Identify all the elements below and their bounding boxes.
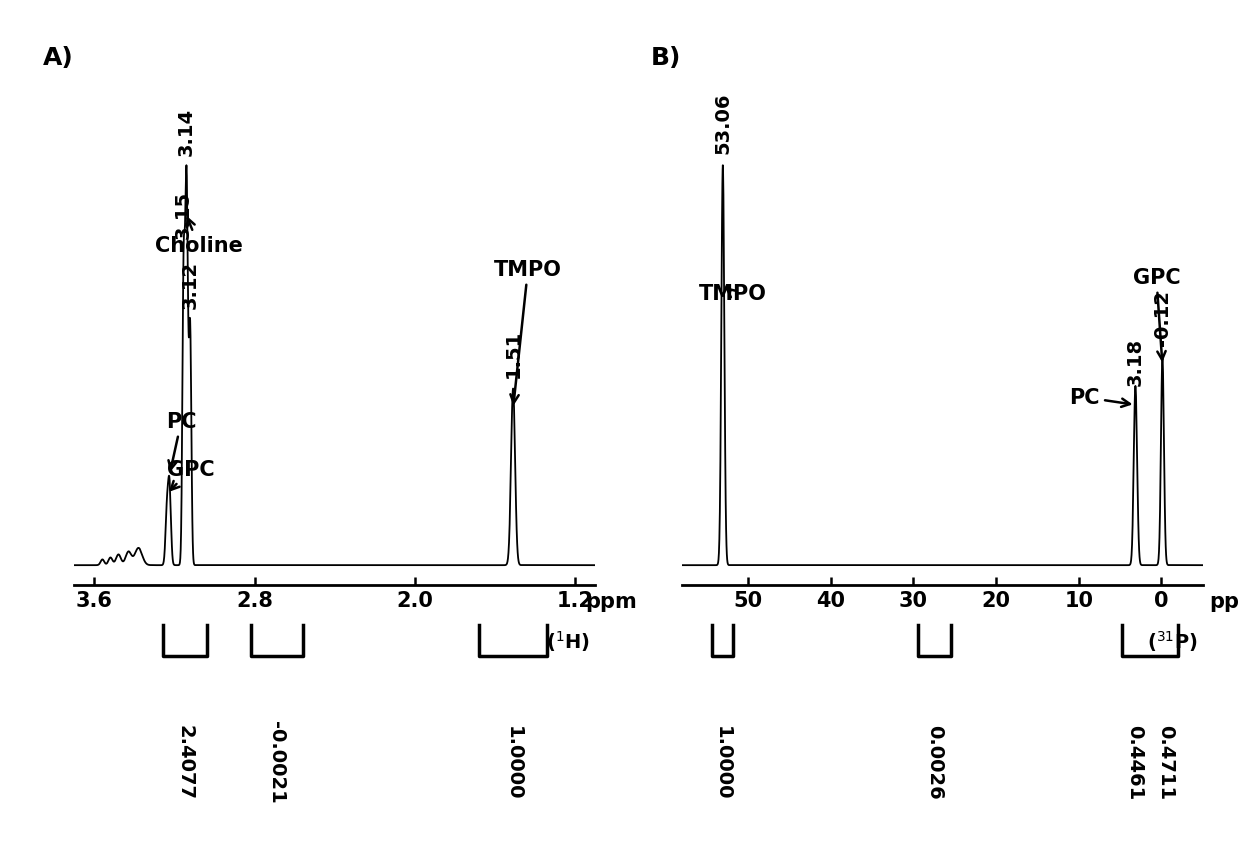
Text: ($^{1}$H): ($^{1}$H) <box>546 629 590 653</box>
Text: 3.12: 3.12 <box>181 261 200 309</box>
Text: 1.51: 1.51 <box>503 329 522 377</box>
Text: 0.4711: 0.4711 <box>1156 724 1176 800</box>
Text: TMPO: TMPO <box>698 284 766 304</box>
Text: B): B) <box>651 46 681 70</box>
Text: PC: PC <box>166 412 197 470</box>
Text: 0.0026: 0.0026 <box>925 725 944 799</box>
Text: ($^{31}$P): ($^{31}$P) <box>1147 629 1198 653</box>
Text: -0.12: -0.12 <box>1153 290 1172 346</box>
Text: TMPO: TMPO <box>494 260 562 404</box>
Text: 0.4461: 0.4461 <box>1125 724 1143 800</box>
Text: ppm: ppm <box>585 592 637 611</box>
Text: A): A) <box>43 46 74 70</box>
Text: GPC: GPC <box>1132 268 1180 360</box>
Text: 1.0000: 1.0000 <box>503 725 522 799</box>
Text: 2.4077: 2.4077 <box>175 724 195 800</box>
Text: 1.0000: 1.0000 <box>713 725 732 799</box>
Text: 3.18: 3.18 <box>1126 338 1145 386</box>
Text: GPC: GPC <box>167 460 215 490</box>
Text: -0.0021: -0.0021 <box>267 721 286 803</box>
Text: 3.15: 3.15 <box>174 191 193 238</box>
Text: 53.06: 53.06 <box>713 93 733 154</box>
Text: PC: PC <box>1069 387 1130 408</box>
Text: Choline: Choline <box>155 219 242 256</box>
Text: 3.14: 3.14 <box>177 108 196 156</box>
Text: ppm: ppm <box>1209 592 1240 611</box>
